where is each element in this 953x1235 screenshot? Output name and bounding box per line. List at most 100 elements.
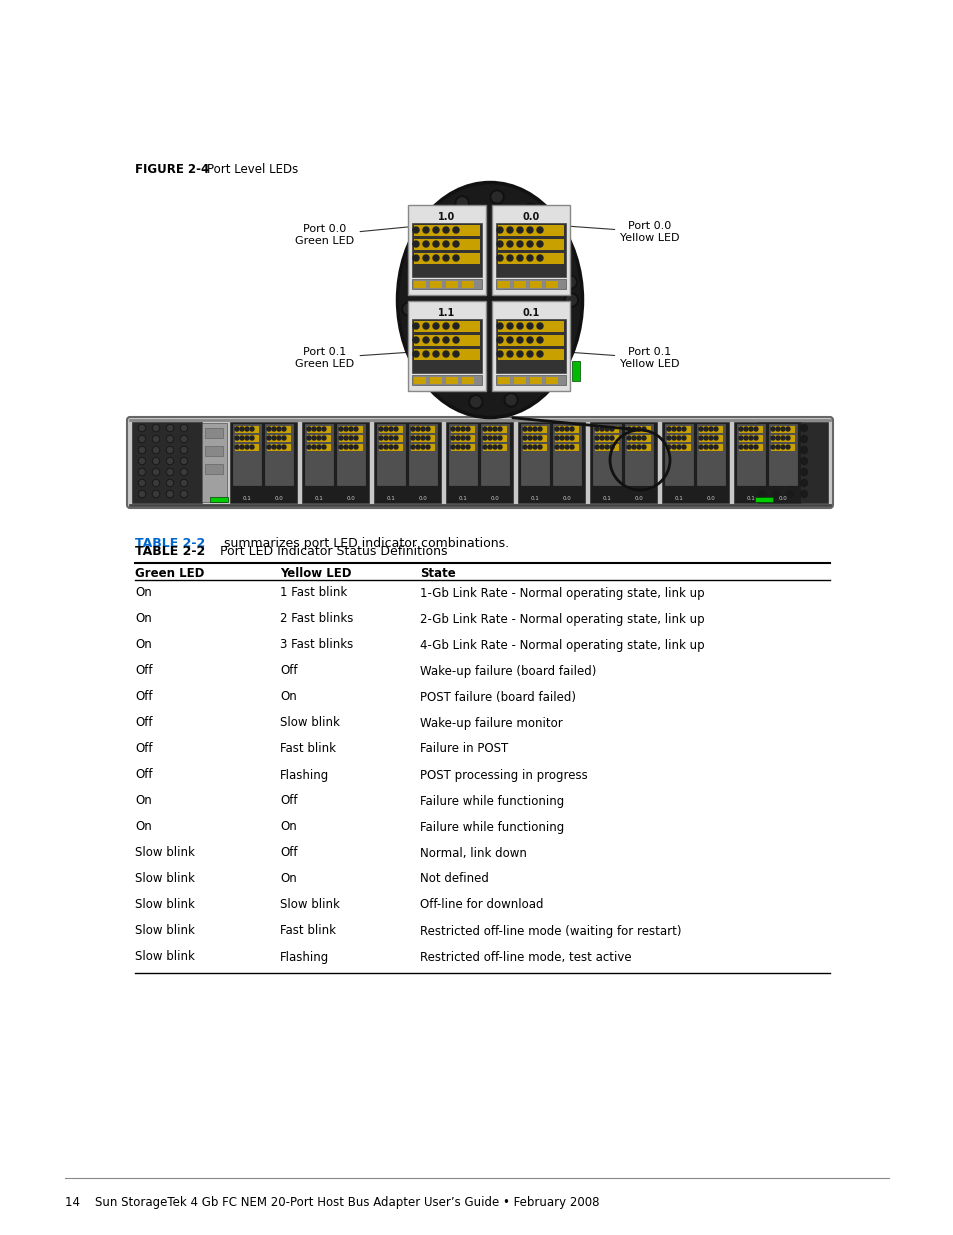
- Circle shape: [422, 337, 429, 343]
- Text: Yellow LED: Yellow LED: [280, 567, 351, 580]
- Circle shape: [677, 427, 680, 431]
- Circle shape: [599, 427, 603, 431]
- Circle shape: [138, 447, 146, 453]
- Bar: [497, 335, 563, 346]
- Circle shape: [167, 436, 173, 442]
- Text: Restricted off-line mode (waiting for restart): Restricted off-line mode (waiting for re…: [419, 925, 680, 937]
- Bar: [572, 361, 579, 382]
- Circle shape: [181, 447, 186, 452]
- Circle shape: [422, 241, 429, 247]
- Bar: [699, 426, 722, 433]
- Bar: [496, 319, 565, 373]
- Bar: [267, 435, 291, 442]
- Circle shape: [564, 436, 568, 440]
- Circle shape: [152, 447, 159, 453]
- Bar: [234, 445, 258, 451]
- Circle shape: [420, 427, 424, 431]
- Circle shape: [800, 468, 806, 475]
- Circle shape: [557, 337, 570, 351]
- Text: TABLE 2-2: TABLE 2-2: [135, 545, 205, 558]
- Circle shape: [344, 445, 348, 450]
- Bar: [593, 424, 620, 485]
- Text: Failure while functioning: Failure while functioning: [419, 820, 563, 834]
- Circle shape: [775, 427, 780, 431]
- Bar: [497, 282, 510, 288]
- Circle shape: [465, 436, 470, 440]
- Bar: [302, 422, 369, 503]
- Circle shape: [455, 196, 469, 210]
- Text: State: State: [419, 567, 456, 580]
- Bar: [378, 435, 402, 442]
- Circle shape: [414, 347, 424, 357]
- Bar: [739, 445, 762, 451]
- Bar: [754, 496, 772, 501]
- Circle shape: [564, 277, 575, 287]
- Bar: [497, 321, 563, 332]
- Bar: [482, 445, 506, 451]
- Text: Failure while functioning: Failure while functioning: [419, 794, 563, 808]
- Circle shape: [800, 436, 806, 442]
- Circle shape: [139, 458, 144, 463]
- Text: Normal, link down: Normal, link down: [419, 846, 526, 860]
- Circle shape: [559, 427, 563, 431]
- Circle shape: [490, 190, 503, 204]
- Circle shape: [482, 445, 486, 450]
- Circle shape: [250, 445, 253, 450]
- Circle shape: [312, 445, 315, 450]
- Circle shape: [599, 436, 603, 440]
- Circle shape: [522, 427, 526, 431]
- Text: 0.0: 0.0: [346, 496, 355, 501]
- Circle shape: [436, 378, 450, 391]
- Circle shape: [517, 337, 522, 343]
- Bar: [411, 426, 435, 433]
- Bar: [412, 375, 481, 385]
- Circle shape: [526, 227, 533, 233]
- Text: On: On: [135, 638, 152, 652]
- Circle shape: [138, 457, 146, 464]
- Circle shape: [389, 427, 393, 431]
- Circle shape: [401, 303, 416, 316]
- Bar: [307, 445, 331, 451]
- Bar: [530, 282, 541, 288]
- Bar: [414, 240, 479, 249]
- Circle shape: [609, 436, 614, 440]
- Circle shape: [569, 445, 574, 450]
- Text: 0.1: 0.1: [530, 496, 538, 501]
- Circle shape: [533, 427, 537, 431]
- Text: 3 Fast blinks: 3 Fast blinks: [280, 638, 353, 652]
- Bar: [414, 377, 426, 384]
- Text: 1 Fast blink: 1 Fast blink: [280, 587, 347, 599]
- Circle shape: [406, 258, 420, 272]
- Circle shape: [267, 436, 271, 440]
- Circle shape: [637, 445, 640, 450]
- Circle shape: [559, 436, 563, 440]
- Circle shape: [566, 295, 576, 305]
- Text: Off: Off: [135, 742, 152, 756]
- Text: On: On: [280, 872, 296, 885]
- Circle shape: [433, 254, 438, 261]
- Text: Wake-up failure (board failed): Wake-up failure (board failed): [419, 664, 596, 678]
- Text: 1.1: 1.1: [438, 308, 456, 317]
- Circle shape: [456, 198, 467, 207]
- Circle shape: [307, 427, 311, 431]
- Bar: [205, 446, 223, 456]
- Bar: [553, 424, 580, 485]
- Circle shape: [153, 426, 158, 431]
- Circle shape: [153, 436, 158, 441]
- Bar: [307, 426, 331, 433]
- Circle shape: [517, 351, 522, 357]
- Circle shape: [753, 445, 758, 450]
- Bar: [338, 445, 363, 451]
- Text: 0.1: 0.1: [746, 496, 755, 501]
- Bar: [497, 240, 563, 249]
- Bar: [338, 435, 363, 442]
- Bar: [414, 321, 479, 332]
- Bar: [414, 335, 479, 346]
- Bar: [412, 279, 481, 289]
- Text: POST processing in progress: POST processing in progress: [419, 768, 587, 782]
- Circle shape: [748, 427, 752, 431]
- Circle shape: [442, 351, 449, 357]
- Circle shape: [384, 427, 388, 431]
- Bar: [378, 426, 402, 433]
- Circle shape: [537, 351, 542, 357]
